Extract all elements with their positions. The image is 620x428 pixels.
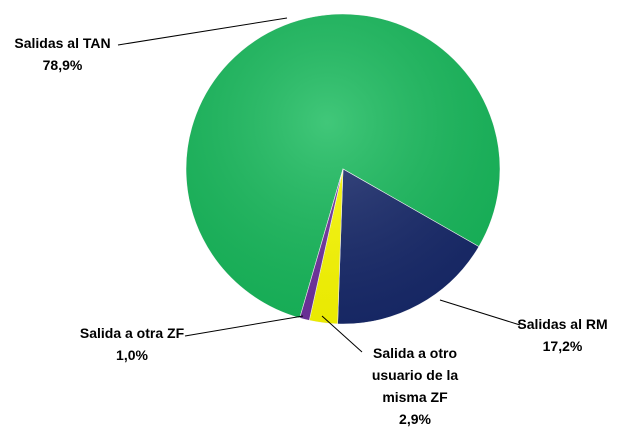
value-label: 78,9% xyxy=(42,57,83,73)
value-label: 17,2% xyxy=(542,338,583,354)
slice-label: Salidas al RM 17,2% xyxy=(505,313,620,357)
leader-line xyxy=(117,17,288,46)
slice-label: Salidas al TAN 78,9% xyxy=(0,32,125,76)
value-label: 1,0% xyxy=(116,347,148,363)
leader-line xyxy=(439,299,521,326)
slice-label: Salida a otra ZF 1,0% xyxy=(62,322,202,366)
value-label: 2,9% xyxy=(399,411,431,427)
category-label: Salida a otro usuario de la misma ZF xyxy=(371,345,459,405)
leader-line xyxy=(184,315,304,337)
slice-label: Salida a otro usuario de la misma ZF 2,9… xyxy=(360,342,470,428)
category-label: Salida a otra ZF xyxy=(79,325,185,341)
category-label: Salidas al TAN xyxy=(14,35,111,51)
leader-line xyxy=(321,315,363,353)
category-label: Salidas al RM xyxy=(517,316,608,332)
